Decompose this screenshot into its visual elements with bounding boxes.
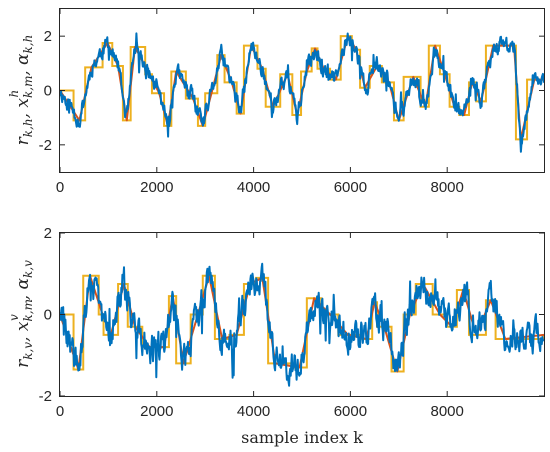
bottom-x-tick-label: 6000	[334, 403, 367, 420]
bottom-y-tick-label: 0	[44, 307, 52, 324]
bottom-y-axis-label: rk,v, xk,mv, αk,v	[7, 260, 35, 368]
bottom-x-axis-label: sample index k	[241, 428, 363, 447]
top-series-group	[60, 32, 544, 153]
bottom-x-tick-label: 8000	[431, 403, 464, 420]
top-x-tick-label: 2000	[140, 179, 173, 196]
bottom-y-ticks: -2 0 2	[39, 225, 544, 405]
bottom-y-tick-label: 2	[44, 225, 52, 242]
top-y-tick-label: -2	[39, 137, 52, 154]
top-y-tick-label: 0	[44, 83, 52, 100]
bottom-chart: 0 2000 4000 6000 8000 -202 rk,v, xk,mv, αk,v…	[7, 225, 545, 447]
bottom-x-tick-label: 2000	[140, 403, 173, 420]
top-plot-frame	[59, 8, 545, 173]
top-chart: 0 2000 4000 6000 8000 -2 0 2 rk,h, xk,mh, αk,h	[7, 8, 545, 196]
bottom-x-ticks: 0 2000 4000 6000 8000	[56, 233, 464, 420]
top-x-tick-label: 6000	[334, 179, 367, 196]
bottom-x-tick-label: 0	[56, 403, 64, 420]
bottom-y-tick-label: -2	[39, 388, 52, 405]
top-x-ticks: 0 2000 4000 6000 8000	[56, 9, 464, 196]
bottom-series-group	[60, 262, 544, 387]
bottom-measurement-line	[60, 262, 544, 387]
top-y-tick-label: 2	[44, 28, 52, 45]
top-x-tick-label: 0	[56, 179, 64, 196]
top-x-tick-label: 8000	[431, 179, 464, 196]
top-x-tick-label: 4000	[237, 179, 270, 196]
bottom-plot-frame	[59, 232, 545, 397]
top-y-ticks: -2 0 2	[39, 28, 544, 154]
bottom-x-tick-label: 4000	[237, 403, 270, 420]
top-y-axis-label: rk,h, xk,mh, αk,h	[7, 35, 35, 146]
top-measurement-line	[60, 32, 544, 153]
